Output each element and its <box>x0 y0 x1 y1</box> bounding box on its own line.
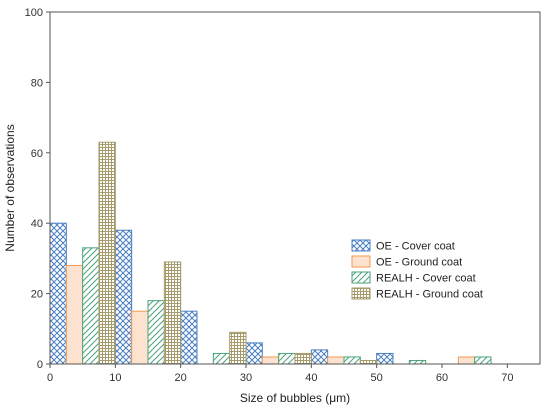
bar-oe-cover-coat-30 <box>245 342 263 365</box>
bar-realh-cover-coat-30 <box>278 352 296 365</box>
bar-oe-ground-coat-60 <box>457 356 476 365</box>
y-axis: 0 20 40 60 80 100 <box>25 7 50 371</box>
y-tick-label: 100 <box>25 7 43 19</box>
bar-oe-cover-coat-20 <box>180 310 198 365</box>
x-tick-label: 70 <box>501 372 513 384</box>
plot-frame <box>49 11 541 365</box>
bar-oe-cover-coat-10 <box>114 229 133 365</box>
bar-oe-ground-coat-30 <box>261 356 280 365</box>
x-tick-label: 30 <box>240 372 252 384</box>
bar-oe-cover-coat-0 <box>49 222 67 365</box>
bar-realh-ground-coat-0 <box>98 141 116 365</box>
legend-swatch <box>351 271 371 284</box>
bar-realh-cover-coat-40 <box>343 356 361 365</box>
bar-realh-ground-coat-20 <box>229 331 247 365</box>
bar-realh-cover-coat-0 <box>82 247 100 365</box>
y-axis-title: Number of observations <box>3 124 17 251</box>
legend-label: REALH - Ground coat <box>376 289 483 301</box>
x-tick-label: 0 <box>47 372 53 384</box>
bar-realh-cover-coat-10 <box>147 300 165 365</box>
bar-oe-cover-coat-50 <box>376 352 394 365</box>
x-tick-label: 10 <box>109 372 121 384</box>
bar-realh-ground-coat-40 <box>359 359 378 365</box>
legend-swatch <box>351 255 371 268</box>
bar-realh-ground-coat-30 <box>294 352 312 365</box>
plot-area <box>49 141 492 365</box>
legend: OE - Cover coat OE - Ground coat REALH - C… <box>351 239 483 301</box>
y-tick-label: 40 <box>31 218 43 230</box>
bar-realh-cover-coat-50 <box>408 359 427 365</box>
bar-oe-ground-coat-40 <box>327 356 345 365</box>
bar-oe-ground-coat-10 <box>131 310 149 365</box>
x-axis-title: Size of bubbles (μm) <box>240 391 350 405</box>
y-tick-label: 20 <box>31 289 43 301</box>
legend-swatch <box>351 287 371 300</box>
y-tick-label: 0 <box>37 359 43 371</box>
legend-label: OE - Cover coat <box>376 241 455 253</box>
legend-label: REALH - Cover coat <box>376 273 476 285</box>
y-tick-label: 60 <box>31 148 43 160</box>
x-tick-label: 60 <box>436 372 448 384</box>
x-tick-label: 40 <box>305 372 317 384</box>
legend-label: OE - Ground coat <box>376 257 462 269</box>
x-tick-label: 50 <box>371 372 383 384</box>
bar-oe-ground-coat-0 <box>65 264 84 365</box>
y-tick-label: 80 <box>31 77 43 89</box>
legend-swatch <box>351 239 371 252</box>
bar-realh-cover-coat-20 <box>212 352 231 365</box>
x-axis: 0 10 20 30 40 50 60 70 <box>47 364 513 384</box>
bar-realh-cover-coat-60 <box>474 356 492 365</box>
bar-oe-cover-coat-40 <box>310 349 329 365</box>
bar-realh-ground-coat-10 <box>163 261 182 365</box>
x-tick-label: 20 <box>175 372 187 384</box>
